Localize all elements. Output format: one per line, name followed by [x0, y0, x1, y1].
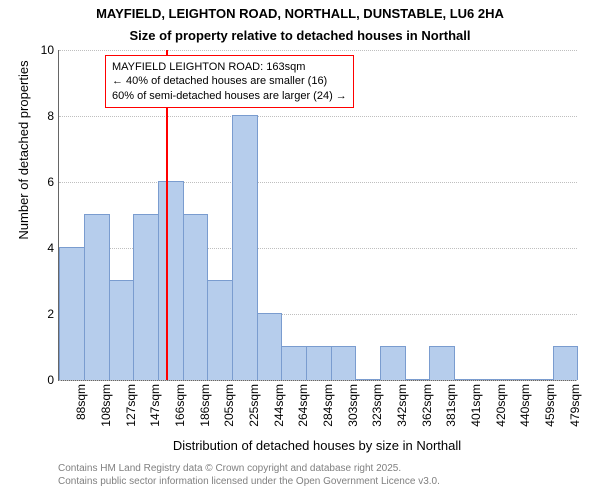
- annotation-line2: ← 40% of detached houses are smaller (16…: [112, 74, 347, 88]
- x-tick-label: 420sqm: [494, 384, 508, 427]
- gridline: [59, 182, 577, 183]
- x-tick-label: 147sqm: [148, 384, 162, 427]
- annotation-line3: 60% of semi-detached houses are larger (…: [112, 89, 347, 103]
- x-tick-label: 401sqm: [469, 384, 483, 427]
- bar: [429, 346, 455, 380]
- x-tick-label: 108sqm: [99, 384, 113, 427]
- x-tick-label: 186sqm: [198, 384, 212, 427]
- y-tick-label: 6: [0, 175, 54, 189]
- x-tick-label: 284sqm: [321, 384, 335, 427]
- gridline: [59, 380, 577, 381]
- bar: [405, 379, 431, 380]
- bar: [454, 379, 480, 380]
- bar: [528, 379, 554, 380]
- annotation-line1: MAYFIELD LEIGHTON ROAD: 163sqm: [112, 60, 347, 74]
- x-tick-label: 362sqm: [420, 384, 434, 427]
- x-tick-label: 225sqm: [247, 384, 261, 427]
- x-tick-label: 323sqm: [370, 384, 384, 427]
- y-tick-label: 8: [0, 109, 54, 123]
- y-tick-label: 10: [0, 43, 54, 57]
- bar: [479, 379, 505, 380]
- x-tick-label: 479sqm: [568, 384, 582, 427]
- x-tick-label: 205sqm: [222, 384, 236, 427]
- x-tick-label: 381sqm: [444, 384, 458, 427]
- bar: [133, 214, 159, 380]
- x-tick-label: 342sqm: [395, 384, 409, 427]
- bar: [306, 346, 332, 380]
- bar: [158, 181, 184, 380]
- bar: [281, 346, 307, 380]
- bar: [355, 379, 381, 380]
- bar: [109, 280, 135, 380]
- bar: [331, 346, 357, 380]
- annotation-box: MAYFIELD LEIGHTON ROAD: 163sqm ← 40% of …: [105, 55, 354, 108]
- x-tick-label: 166sqm: [173, 384, 187, 427]
- chart-title-line1: MAYFIELD, LEIGHTON ROAD, NORTHALL, DUNST…: [0, 0, 600, 22]
- bar: [232, 115, 258, 380]
- x-tick-label: 440sqm: [518, 384, 532, 427]
- x-tick-label: 127sqm: [124, 384, 138, 427]
- x-axis-label: Distribution of detached houses by size …: [58, 438, 576, 453]
- bar: [380, 346, 406, 380]
- y-tick-label: 4: [0, 241, 54, 255]
- bar: [257, 313, 283, 380]
- bar: [207, 280, 233, 380]
- footer-line1: Contains HM Land Registry data © Crown c…: [58, 462, 440, 475]
- bar: [59, 247, 85, 380]
- gridline: [59, 50, 577, 51]
- attribution-footer: Contains HM Land Registry data © Crown c…: [58, 462, 440, 488]
- x-tick-label: 88sqm: [74, 384, 88, 420]
- bar: [84, 214, 110, 380]
- bar: [503, 379, 529, 380]
- y-tick-label: 0: [0, 373, 54, 387]
- bar: [553, 346, 579, 380]
- chart-title-line2: Size of property relative to detached ho…: [0, 22, 600, 44]
- y-tick-label: 2: [0, 307, 54, 321]
- footer-line2: Contains public sector information licen…: [58, 475, 440, 488]
- bar: [183, 214, 209, 380]
- gridline: [59, 116, 577, 117]
- x-tick-label: 264sqm: [296, 384, 310, 427]
- x-tick-label: 244sqm: [272, 384, 286, 427]
- x-tick-label: 459sqm: [543, 384, 557, 427]
- x-tick-label: 303sqm: [346, 384, 360, 427]
